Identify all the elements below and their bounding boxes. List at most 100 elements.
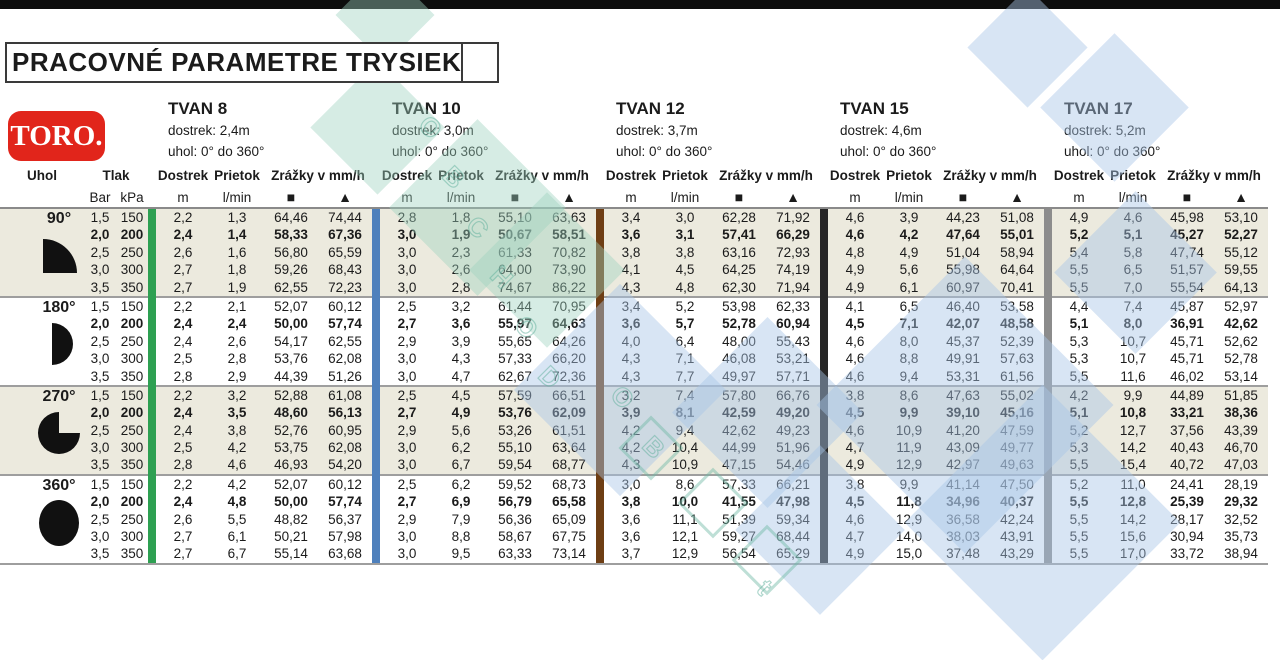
cell-bar: 3,5: [90, 368, 110, 384]
cell-prietok: 3,1: [675, 227, 695, 243]
cell-zrazky-square: 57,41: [722, 227, 756, 243]
cell-zrazky-triangle: 54,46: [776, 457, 810, 473]
cell-zrazky-square: 24,41: [1170, 476, 1204, 492]
cell-zrazky-square: 57,80: [722, 387, 756, 403]
cell-zrazky-square: 57,33: [722, 476, 756, 492]
cell-bar: 3,0: [90, 529, 110, 545]
cell-dostrek: 4,9: [845, 546, 865, 562]
cell-kpa: 300: [120, 351, 144, 367]
cell-zrazky-triangle: 47,03: [1224, 457, 1258, 473]
cell-zrazky-triangle: 60,95: [328, 422, 362, 438]
cell-prietok: 6,1: [899, 279, 919, 295]
cell-zrazky-triangle: 72,23: [328, 279, 362, 295]
cell-kpa: 300: [120, 262, 144, 278]
cell-prietok: 4,3: [451, 351, 471, 367]
cell-prietok: 4,9: [451, 405, 471, 421]
cell-dostrek: 4,2: [621, 440, 641, 456]
cell-zrazky-triangle: 62,09: [552, 405, 586, 421]
cell-dostrek: 4,2: [621, 422, 641, 438]
cell-prietok: 1,8: [227, 262, 247, 278]
cell-dostrek: 2,8: [173, 457, 193, 473]
cell-prietok: 10,8: [1119, 405, 1147, 421]
cell-dostrek: 4,6: [845, 511, 865, 527]
cell-zrazky-square: 37,56: [1170, 422, 1204, 438]
cell-prietok: 4,7: [451, 368, 471, 384]
nozzle-name: TVAN 17: [1064, 99, 1133, 118]
cell-prietok: 10,0: [671, 494, 699, 510]
top-black-bar: [0, 0, 1280, 9]
cell-zrazky-square: 30,94: [1170, 529, 1204, 545]
cell-zrazky-square: 59,54: [498, 457, 532, 473]
lmin-unit-label: l/min: [222, 190, 252, 205]
cell-dostrek: 4,6: [845, 210, 865, 225]
cell-zrazky-triangle: 49,63: [1000, 457, 1034, 473]
cell-bar: 1,5: [90, 210, 110, 225]
cell-zrazky-triangle: 65,59: [328, 244, 362, 260]
cell-zrazky-triangle: 49,20: [776, 405, 810, 421]
cell-zrazky-square: 46,02: [1170, 368, 1204, 384]
cell-zrazky-square: 64,46: [274, 210, 308, 225]
cell-dostrek: 3,6: [621, 529, 641, 545]
cell-kpa: 350: [120, 546, 144, 562]
angle-label: 180°: [42, 298, 76, 316]
cell-dostrek: 4,9: [845, 262, 865, 278]
square-icon: ■: [1182, 189, 1192, 205]
cell-zrazky-square: 45,37: [946, 333, 980, 349]
cell-zrazky-square: 40,43: [1170, 440, 1204, 456]
cell-dostrek: 4,1: [621, 262, 641, 278]
cell-zrazky-triangle: 29,32: [1224, 494, 1258, 510]
cell-zrazky-square: 25,39: [1170, 494, 1204, 510]
cell-dostrek: 3,0: [397, 227, 417, 243]
triangle-icon: ▲: [338, 189, 352, 205]
nozzle-color-strip: [596, 209, 604, 563]
cell-kpa: 350: [120, 368, 144, 384]
cell-zrazky-triangle: 47,98: [776, 494, 810, 510]
group-separator: [0, 295, 1268, 298]
cell-prietok: 9,5: [451, 546, 471, 562]
toro-logo: TORO.: [8, 111, 105, 161]
cell-zrazky-triangle: 67,75: [552, 529, 586, 545]
cell-zrazky-triangle: 70,82: [552, 244, 586, 260]
cell-zrazky-triangle: 56,13: [328, 405, 362, 421]
cell-bar: 2,5: [90, 422, 110, 438]
cell-prietok: 15,4: [1119, 457, 1147, 473]
cell-zrazky-triangle: 32,52: [1224, 511, 1258, 527]
cell-zrazky-triangle: 57,74: [328, 316, 362, 332]
cell-zrazky-square: 47,64: [946, 227, 980, 243]
toro-logo-text: TORO.: [10, 119, 103, 152]
cell-zrazky-square: 55,10: [498, 210, 532, 225]
cell-kpa: 200: [120, 405, 144, 421]
cell-zrazky-triangle: 70,41: [1000, 279, 1034, 295]
cell-bar: 2,0: [90, 494, 110, 510]
cell-dostrek: 2,7: [173, 262, 193, 278]
lmin-unit-label: l/min: [670, 190, 700, 205]
cell-prietok: 6,4: [675, 333, 695, 349]
cell-zrazky-triangle: 46,70: [1224, 440, 1258, 456]
title-box: PRACOVNÉ PARAMETRE TRYSIEK: [5, 42, 499, 83]
cell-zrazky-triangle: 38,94: [1224, 546, 1258, 562]
cell-bar: 2,0: [90, 227, 110, 243]
cell-dostrek: 4,7: [845, 440, 865, 456]
cell-prietok: 15,6: [1119, 529, 1147, 545]
cell-dostrek: 2,6: [173, 511, 193, 527]
cell-prietok: 3,2: [451, 298, 471, 314]
cell-zrazky-triangle: 43,39: [1224, 422, 1258, 438]
cell-prietok: 9,9: [899, 405, 919, 421]
cell-zrazky-square: 44,89: [1170, 387, 1204, 403]
cell-zrazky-square: 44,39: [274, 368, 308, 384]
cell-dostrek: 2,5: [397, 298, 417, 314]
cell-dostrek: 5,3: [1069, 351, 1089, 367]
cell-dostrek: 4,9: [1069, 210, 1089, 225]
cell-zrazky-square: 55,14: [274, 546, 308, 562]
nozzle-name: TVAN 8: [168, 99, 228, 118]
cell-zrazky-square: 47,74: [1170, 244, 1204, 260]
cell-prietok: 15,0: [895, 546, 923, 562]
cell-zrazky-square: 33,72: [1170, 546, 1204, 562]
nozzle-dostrek: dostrek: 3,7m: [616, 123, 698, 138]
cell-zrazky-square: 62,30: [722, 279, 756, 295]
cell-dostrek: 4,9: [845, 457, 865, 473]
cell-zrazky-triangle: 68,44: [776, 529, 810, 545]
cell-dostrek: 5,5: [1069, 279, 1089, 295]
zrazky-header: Zrážky v mm/h: [943, 168, 1037, 183]
cell-dostrek: 3,0: [397, 440, 417, 456]
